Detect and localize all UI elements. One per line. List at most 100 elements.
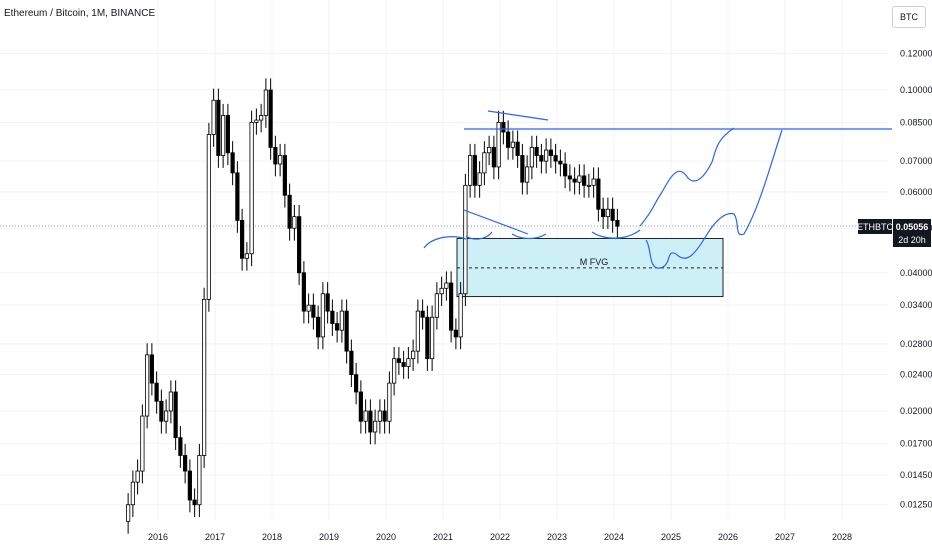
last-price-badges: ETHBTC 0.05056 2d 20h: [857, 219, 931, 247]
candle-body: [453, 329, 458, 338]
candle-body: [154, 382, 159, 402]
candle-body: [567, 175, 572, 180]
symbol-badge: [858, 219, 892, 234]
candle-body: [249, 122, 254, 255]
candle-body: [164, 410, 169, 422]
candle-body: [534, 146, 539, 156]
candle-body: [235, 172, 240, 221]
projection-path-1: [639, 127, 735, 227]
time-tick-label: 2022: [490, 532, 510, 542]
grid: [0, 0, 888, 520]
wedge-lower-line: [463, 209, 529, 235]
chart-title: Ethereum / Bitcoin, 1M, BINANCE: [4, 8, 156, 19]
candle-body: [596, 178, 601, 210]
candle-body: [491, 146, 496, 168]
candle-body: [444, 282, 449, 289]
candle-body: [591, 178, 596, 186]
candle-body: [525, 166, 530, 183]
candle-body: [225, 115, 230, 154]
candle-body: [292, 216, 297, 229]
candle-body: [192, 499, 197, 506]
drawings[interactable]: [423, 110, 892, 269]
candle-body: [263, 89, 268, 116]
candle-body: [363, 410, 368, 422]
candle-body: [548, 149, 553, 156]
candle-body: [206, 134, 211, 300]
price-tick-label: 0.08500: [900, 117, 932, 127]
price-tick-label: 0.03400: [900, 300, 932, 310]
arc-2024: [591, 229, 641, 239]
candle-body: [434, 293, 439, 318]
candle-body: [173, 391, 178, 439]
candle-body: [278, 155, 283, 165]
time-tick-label: 2020: [376, 532, 396, 542]
fvg-label: M FVG: [580, 257, 609, 267]
candle-body: [297, 216, 302, 274]
candle-body: [254, 119, 259, 123]
candle-body: [396, 358, 401, 363]
candle-body: [572, 178, 577, 183]
candle-body: [183, 455, 188, 472]
candle-body: [520, 155, 525, 183]
candle-body: [539, 155, 544, 162]
candle-body: [586, 184, 591, 187]
candle-body: [420, 310, 425, 318]
time-tick-label: 2023: [547, 532, 567, 542]
candle-body: [325, 293, 330, 312]
candle-body: [487, 146, 492, 154]
top-trendline: [487, 110, 549, 121]
price-tick-label: 0.01450: [900, 470, 932, 480]
candle-body: [544, 149, 549, 162]
candle-body: [240, 220, 245, 259]
time-tick-label: 2025: [661, 532, 681, 542]
candle-body: [287, 194, 292, 229]
price-badge-countdown: 2d 20h: [898, 235, 926, 245]
candle-body: [449, 282, 454, 331]
candle-body: [221, 115, 226, 156]
candle-body: [601, 208, 606, 218]
currency-button[interactable]: BTC: [892, 6, 926, 28]
time-scale[interactable]: 2016 2017 2018 2019 2020 2021 2022 2023 2024 2025…: [148, 532, 852, 542]
candle-body: [168, 391, 173, 412]
price-scale[interactable]: 0.120000.100000.085000.070000.060000.050…: [900, 49, 932, 510]
price-tick-label: 0.12000: [900, 49, 932, 59]
candle-body: [529, 146, 534, 168]
time-tick-label: 2028: [832, 532, 852, 542]
time-tick-label: 2017: [205, 532, 225, 542]
candle-body: [178, 437, 183, 456]
price-tick-label: 0.01700: [900, 438, 932, 448]
candle-body: [605, 208, 610, 218]
candle-body: [301, 272, 306, 312]
candle-body: [159, 400, 164, 422]
candle-body: [126, 504, 131, 522]
price-badge: [893, 219, 931, 247]
candle-body: [411, 350, 416, 360]
time-tick-label: 2016: [148, 532, 168, 542]
candle-body: [316, 316, 321, 338]
candle-body: [430, 316, 435, 360]
candle-body: [468, 155, 473, 186]
candle-body: [582, 175, 587, 186]
candle-body: [268, 89, 273, 148]
candle-body: [501, 122, 506, 133]
candle-body: [320, 293, 325, 338]
candle-body: [482, 152, 487, 174]
candle-body: [406, 358, 411, 367]
candle-body: [387, 382, 392, 422]
price-badge-value: 0.05056: [896, 222, 929, 232]
candle-body: [145, 354, 150, 417]
candle-body: [344, 310, 349, 352]
candle-body: [230, 152, 235, 174]
candle-body: [458, 293, 463, 338]
time-tick-label: 2026: [718, 532, 738, 542]
candle-body: [610, 208, 615, 221]
candle-body: [392, 358, 397, 384]
time-tick-label: 2021: [433, 532, 453, 542]
price-tick-label: 0.06000: [900, 187, 932, 197]
candle-body: [311, 304, 316, 318]
candle-body: [140, 415, 145, 472]
candle-body: [439, 287, 444, 295]
candle-body: [197, 455, 202, 506]
time-tick-label: 2019: [319, 532, 339, 542]
